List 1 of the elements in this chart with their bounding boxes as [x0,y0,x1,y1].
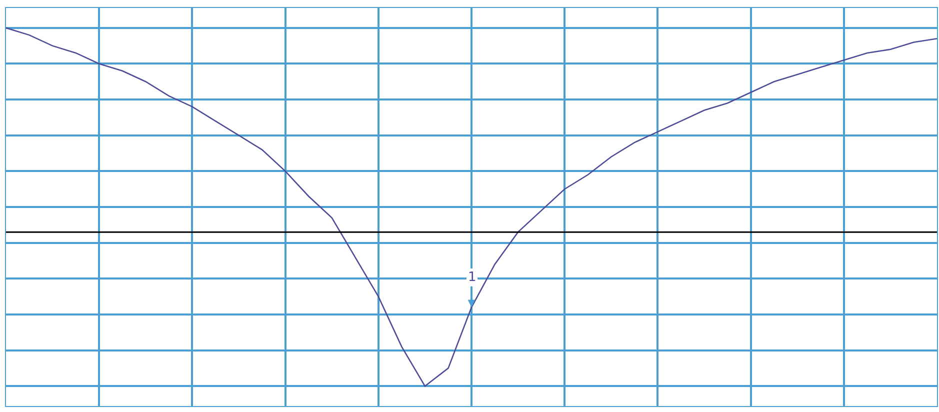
annotation: 1 [468,270,476,285]
